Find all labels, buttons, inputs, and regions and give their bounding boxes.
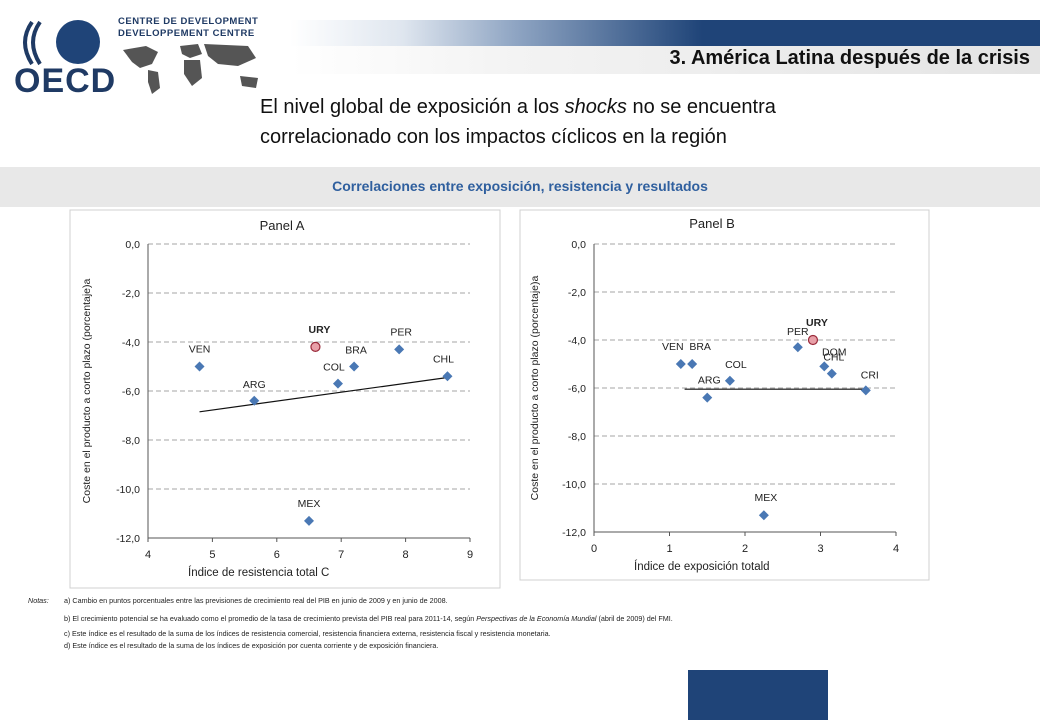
panel-a-y-label: Coste en el producto a corto plazo (porc… (81, 278, 93, 503)
panel-b-point-arg (702, 392, 713, 403)
panel-a-point-label-arg: ARG (243, 379, 266, 391)
panel-a-point-label-col: COL (323, 362, 345, 374)
panel-a-point-label-ury: URY (309, 324, 331, 336)
panel-a-frame (69, 209, 501, 589)
panel-b-frame (519, 209, 930, 581)
note-d: d) Este índice es el resultado de la sum… (64, 641, 439, 650)
panel-b-ytick-label: -10,0 (562, 479, 586, 491)
note-b: b) El crecimiento potencial se ha evalua… (64, 614, 673, 623)
panel-b-point-col (724, 375, 735, 386)
panel-a-point-arg (249, 395, 260, 406)
panel-b-ytick-label: -6,0 (568, 383, 586, 395)
panel-a-ytick-label: -8,0 (122, 435, 140, 447)
panel-a-point-label-bra: BRA (345, 345, 367, 357)
panel-b-ytick-label: -2,0 (568, 287, 586, 299)
panel-a-point-per (394, 344, 405, 355)
panel-b-ytick-label: -4,0 (568, 335, 586, 347)
heading-line2: correlacionado con los impactos cíclicos… (260, 126, 727, 148)
panel-b-point-label-cri: CRI (861, 369, 879, 381)
panel-b-point-ven (675, 359, 686, 369)
panel-a-point-bra (349, 361, 360, 372)
panel-b-xtick-label: 1 (666, 543, 672, 555)
panel-b-point-mex (758, 510, 769, 521)
panel-a-point-chl (442, 371, 453, 382)
panel-b-point-label-ven: VEN (662, 341, 684, 353)
panel-a-point-mex (304, 515, 314, 526)
panel-b-xtick-label: 3 (817, 543, 823, 555)
notes-label: Notas: (28, 596, 49, 605)
heading-line1-pre: El nivel global de exposición a los (260, 96, 565, 118)
panel-a-ytick-label: -10,0 (116, 484, 140, 496)
panel-a-title: Panel A (260, 218, 305, 233)
panel-a-xtick-label: 5 (209, 549, 215, 561)
heading-line1-post: no se encuentra (626, 96, 776, 118)
charts-area: Panel A 0,0 -2,0 -4,0 -6,0 -8,0 -10,0 -12,0 4 5 6 7… (69, 209, 930, 589)
panel-b-point-label-ury: URY (806, 317, 828, 329)
panel-a-xtick-label: 7 (338, 549, 344, 561)
panel-a-point-col (332, 378, 343, 389)
panel-b-xtick-label: 2 (742, 543, 748, 555)
centre-name-line2: DEVELOPPEMENT CENTRE (118, 28, 255, 39)
panel-a-ytick-label: -2,0 (122, 288, 140, 300)
chart-subtitle: Correlaciones entre exposición, resisten… (332, 178, 708, 194)
panel-a-x-label: Índice de resistencia total C (188, 566, 329, 579)
panel-b-xtick-label: 0 (591, 543, 597, 555)
oecd-logo-icon (23, 20, 100, 66)
panel-a-xtick-label: 4 (145, 549, 151, 561)
centre-name-line1: CENTRE DE DEVELOPMENT (118, 16, 259, 27)
panel-b-y-label: Coste en el producto a corto plazo (porc… (529, 275, 541, 500)
note-c: c) Este índice es el resultado de la sum… (64, 629, 551, 638)
panel-b-point-per (792, 342, 803, 353)
panel-b-point-label-dom: DOM (822, 346, 847, 358)
header-accent-bar (290, 20, 1040, 46)
panel-a-ytick-label: -4,0 (122, 337, 140, 349)
world-map-icon (123, 44, 258, 94)
panel-b-point-label-col: COL (725, 359, 747, 371)
panel-b-point-cri (860, 385, 871, 396)
panel-a-xtick-label: 9 (467, 549, 473, 561)
note-a: a) Cambio en puntos porcentuales entre l… (64, 596, 448, 605)
panel-a-ytick-label: 0,0 (125, 239, 140, 251)
panel-b-ytick-label: -12,0 (562, 527, 586, 539)
panel-a-xtick-label: 8 (403, 549, 409, 561)
panel-a-ytick-label: -12,0 (116, 533, 140, 545)
subtitle-band (0, 167, 1040, 207)
slide-heading: El nivel global de exposición a los shoc… (260, 92, 960, 152)
panel-a-ytick-label: -6,0 (122, 386, 140, 398)
heading-line1-em: shocks (564, 96, 627, 118)
panel-b-ytick-label: 0,0 (571, 239, 586, 251)
panel-b-xtick-label: 4 (893, 543, 899, 555)
panel-a-point-ven (194, 361, 205, 372)
panel-b-point-ury (807, 334, 819, 346)
panel-a-xtick-label: 6 (274, 549, 280, 561)
oecd-logo-text: OECD (14, 62, 117, 100)
panel-a-point-label-chl: CHL (433, 353, 454, 365)
section-title: 3. América Latina después de la crisis (669, 47, 1030, 69)
panel-a-point-label-ven: VEN (189, 344, 211, 356)
panel-b-point-label-per: PER (787, 326, 809, 338)
panel-b-point-label-arg: ARG (698, 375, 721, 387)
panel-a-point-ury (310, 341, 321, 352)
panel-b-point-label-chl: CHL (823, 352, 844, 364)
panel-b-point-bra (687, 359, 698, 369)
panel-b-point-dom (819, 361, 830, 372)
panel-b-x-label: Índice de exposición totald (634, 560, 770, 573)
panel-b-point-label-mex: MEX (754, 492, 777, 504)
panel-a-point-label-mex: MEX (298, 498, 321, 510)
footer-accent-block (688, 670, 828, 720)
panel-b-point-label-bra: BRA (689, 341, 711, 353)
title-band (290, 46, 1040, 74)
panel-b-ytick-label: -8,0 (568, 431, 586, 443)
panel-a-trendline (199, 376, 448, 413)
panel-b-point-chl (826, 368, 837, 379)
panel-a-point-label-per: PER (390, 326, 412, 338)
panel-b-title: Panel B (689, 216, 735, 231)
